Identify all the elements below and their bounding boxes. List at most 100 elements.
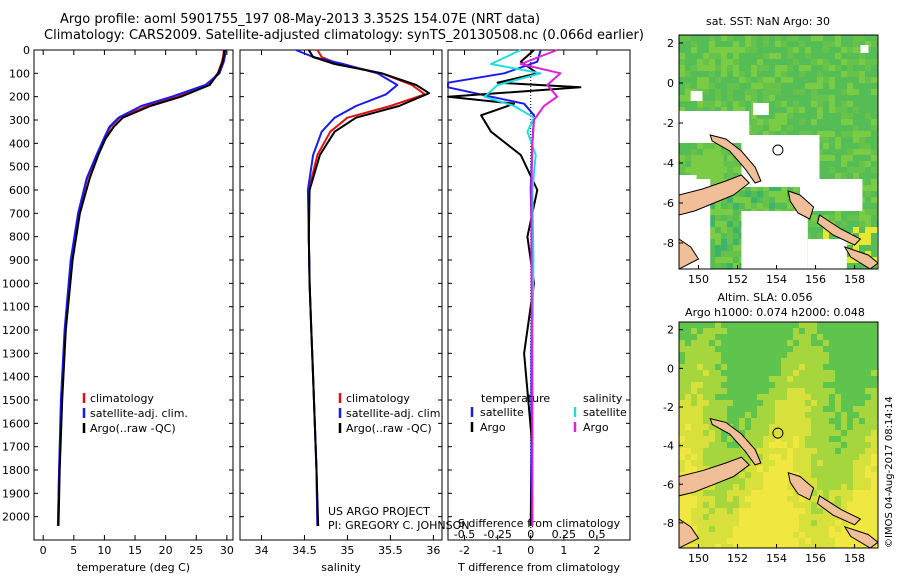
map-cell xyxy=(739,370,745,376)
map-cell xyxy=(847,448,853,454)
map-cell xyxy=(871,526,877,532)
map-cell xyxy=(769,119,775,125)
map-cell xyxy=(859,382,865,388)
map-cell xyxy=(721,436,727,442)
map-cell xyxy=(721,149,727,155)
map-cell xyxy=(871,358,877,364)
map-cell xyxy=(835,119,841,125)
map-cell xyxy=(865,59,871,65)
map-cell xyxy=(709,442,715,448)
map-cell xyxy=(847,346,853,352)
map-cell xyxy=(763,322,769,328)
map-cell xyxy=(865,239,871,245)
map-cell xyxy=(853,436,859,442)
map-cell xyxy=(799,119,805,125)
map-cell xyxy=(775,125,781,131)
y-tick-label: 2 xyxy=(667,37,674,50)
map-title: Argo h1000: 0.074 h2000: 0.048 xyxy=(685,306,865,319)
map-cell xyxy=(715,526,721,532)
x-tick-label: -2 xyxy=(459,544,470,557)
map-cell xyxy=(829,41,835,47)
map-cell xyxy=(697,508,703,514)
map-cell xyxy=(769,107,775,113)
map-cell xyxy=(769,496,775,502)
map-cell xyxy=(823,167,829,173)
map-cell xyxy=(751,370,757,376)
y-tick-label: 100 xyxy=(9,67,30,80)
map-cell xyxy=(697,388,703,394)
map-cell xyxy=(703,364,709,370)
map-cell xyxy=(727,532,733,538)
map-cell xyxy=(775,364,781,370)
map-cell xyxy=(727,454,733,460)
map-cell xyxy=(727,358,733,364)
map-cell xyxy=(727,340,733,346)
map-cell xyxy=(787,364,793,370)
map-cell xyxy=(799,71,805,77)
map-cell xyxy=(853,358,859,364)
map-cell xyxy=(805,532,811,538)
map-cell xyxy=(871,113,877,119)
map-cell xyxy=(703,448,709,454)
map-cell xyxy=(853,155,859,161)
map-cell xyxy=(847,215,853,221)
map-cell xyxy=(859,35,865,41)
map-cell xyxy=(697,47,703,53)
map-cell xyxy=(679,370,685,376)
map-cell xyxy=(871,83,877,89)
map-cell xyxy=(865,346,871,352)
map-cell xyxy=(871,406,877,412)
map-cell xyxy=(757,472,763,478)
map-cell xyxy=(733,173,739,179)
map-cell xyxy=(787,442,793,448)
map-cell xyxy=(835,137,841,143)
map-cell xyxy=(847,221,853,227)
map-cell xyxy=(709,388,715,394)
map-cell xyxy=(739,424,745,430)
x-tick-label: 158 xyxy=(844,273,865,286)
map-cell xyxy=(865,436,871,442)
map-cell xyxy=(853,346,859,352)
map-cell xyxy=(685,47,691,53)
map-cell xyxy=(853,424,859,430)
map-cell xyxy=(703,376,709,382)
map-cell xyxy=(787,388,793,394)
map-cell xyxy=(781,394,787,400)
map-cell xyxy=(769,442,775,448)
map-cell xyxy=(865,143,871,149)
map-cell xyxy=(817,137,823,143)
y-tick-label: 1200 xyxy=(2,324,30,337)
map-cell xyxy=(793,41,799,47)
map-cell xyxy=(733,209,739,215)
y-tick-label: 900 xyxy=(9,254,30,267)
map-cell xyxy=(679,388,685,394)
map-cell xyxy=(685,460,691,466)
map-cell xyxy=(817,322,823,328)
y-tick-label: 1500 xyxy=(2,394,30,407)
map-cell xyxy=(745,35,751,41)
map-cell xyxy=(769,388,775,394)
map-cell xyxy=(715,35,721,41)
map-cell xyxy=(871,179,877,185)
map-cell xyxy=(721,155,727,161)
map-cell xyxy=(859,364,865,370)
map-cell xyxy=(721,251,727,257)
map-cell xyxy=(769,478,775,484)
map-cell xyxy=(805,514,811,520)
map-cell xyxy=(727,89,733,95)
map-cell xyxy=(823,376,829,382)
map-cell xyxy=(799,496,805,502)
y-tick-label: 2000 xyxy=(2,511,30,524)
map-cell xyxy=(799,65,805,71)
map-cell xyxy=(715,209,721,215)
map-cell xyxy=(745,400,751,406)
map-cell xyxy=(727,161,733,167)
map-cell xyxy=(721,35,727,41)
map-cell xyxy=(679,394,685,400)
map-cell xyxy=(751,89,757,95)
map-cell xyxy=(787,526,793,532)
map-cell xyxy=(679,472,685,478)
map-cell xyxy=(685,370,691,376)
map-cell xyxy=(805,227,811,233)
map-cell xyxy=(811,227,817,233)
